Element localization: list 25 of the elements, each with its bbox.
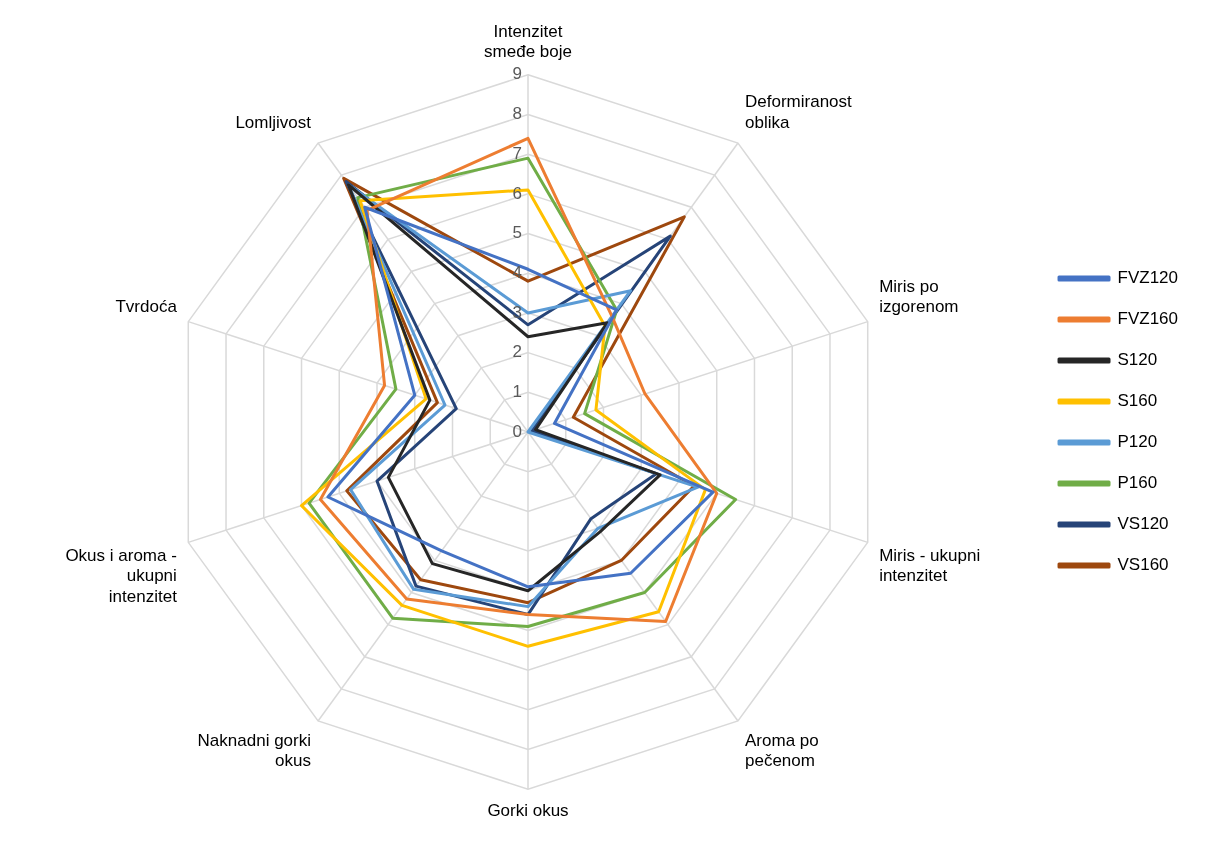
spoke-label: Miris po izgorenom (879, 277, 959, 317)
y-tick-label: 9 (512, 64, 522, 84)
spoke-label: Aroma po pečenom (745, 730, 819, 770)
legend-label: VS120 (1117, 514, 1169, 534)
spoke-label: Okus i aroma - ukupni intenzitet (65, 545, 178, 606)
y-tick-label: 7 (512, 143, 522, 163)
y-tick-label: 8 (512, 104, 522, 124)
legend-label: S120 (1117, 350, 1158, 370)
spoke-label: Intenzitet smeđe boje (484, 21, 572, 62)
legend-label: P160 (1117, 473, 1158, 493)
legend-label: P120 (1117, 432, 1158, 452)
spoke-label: Deformiranost oblika (745, 92, 853, 132)
y-tick-label: 0 (512, 421, 522, 441)
spoke-label: Tvrdoća (115, 297, 178, 317)
y-tick-label: 1 (512, 382, 522, 401)
legend-label: VS160 (1117, 555, 1169, 575)
spoke-label: Gorki okus (487, 801, 569, 821)
spoke-label: Miris - ukupni intenzitet (879, 545, 981, 586)
y-tick-label: 5 (512, 223, 522, 243)
legend-label: FVZ120 (1117, 268, 1179, 288)
spoke-label: Lomljivost (235, 112, 312, 132)
y-tick-label: 2 (512, 342, 522, 362)
legend-label: S160 (1117, 391, 1158, 411)
legend-label: FVZ160 (1117, 309, 1179, 329)
spoke-label: Naknadni gorki okus (197, 730, 311, 770)
